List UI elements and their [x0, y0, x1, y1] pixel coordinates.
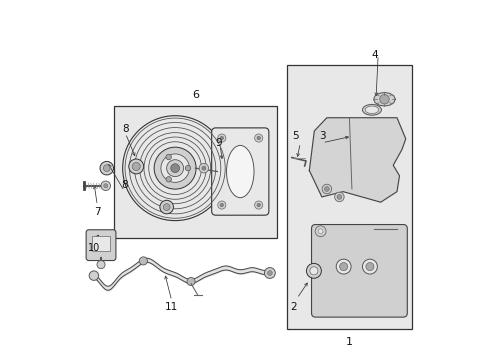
Polygon shape [373, 93, 394, 106]
Text: 8: 8 [121, 180, 127, 190]
Circle shape [160, 200, 173, 214]
Circle shape [217, 201, 225, 209]
Circle shape [336, 259, 350, 274]
Text: 8: 8 [122, 124, 128, 134]
FancyBboxPatch shape [211, 128, 268, 215]
Bar [114, 105, 276, 238]
Circle shape [132, 162, 140, 171]
Bar [286, 65, 411, 329]
Text: 7: 7 [94, 207, 101, 217]
Circle shape [336, 194, 341, 199]
Circle shape [103, 165, 110, 171]
Circle shape [220, 136, 223, 140]
Text: 1: 1 [345, 337, 352, 347]
Circle shape [185, 166, 190, 171]
Circle shape [139, 257, 147, 265]
Circle shape [254, 134, 262, 142]
Circle shape [165, 177, 171, 182]
Circle shape [89, 271, 99, 280]
Text: 10: 10 [88, 243, 100, 253]
Circle shape [128, 159, 143, 174]
Circle shape [166, 160, 183, 177]
Text: 6: 6 [191, 90, 199, 100]
Circle shape [161, 154, 189, 183]
Circle shape [334, 192, 344, 202]
Circle shape [97, 261, 105, 269]
Circle shape [217, 134, 225, 142]
Circle shape [220, 203, 223, 207]
Ellipse shape [226, 145, 253, 198]
Circle shape [199, 163, 208, 173]
Circle shape [202, 166, 205, 170]
Circle shape [170, 164, 179, 172]
Circle shape [379, 95, 388, 104]
Ellipse shape [365, 106, 378, 113]
Text: 2: 2 [290, 302, 296, 312]
Text: 9: 9 [215, 138, 222, 148]
Circle shape [122, 116, 227, 221]
Circle shape [186, 278, 195, 285]
Circle shape [267, 271, 272, 275]
Circle shape [257, 203, 260, 207]
Polygon shape [309, 118, 405, 202]
Circle shape [165, 154, 171, 160]
Circle shape [163, 204, 170, 211]
FancyBboxPatch shape [311, 225, 407, 317]
Circle shape [254, 201, 262, 209]
Circle shape [322, 184, 331, 194]
Text: 3: 3 [318, 131, 325, 141]
FancyBboxPatch shape [86, 230, 116, 261]
Circle shape [324, 186, 328, 192]
Circle shape [318, 229, 322, 234]
Text: 5: 5 [291, 131, 298, 141]
Circle shape [100, 161, 113, 175]
Circle shape [315, 226, 325, 237]
Circle shape [362, 259, 377, 274]
Circle shape [257, 136, 260, 140]
Circle shape [264, 267, 275, 278]
Text: 4: 4 [371, 50, 377, 60]
Circle shape [365, 262, 373, 271]
Circle shape [154, 147, 196, 189]
Circle shape [103, 184, 107, 188]
Circle shape [306, 264, 321, 278]
Text: 11: 11 [165, 302, 178, 312]
Bar [92, 236, 110, 251]
Circle shape [101, 181, 110, 190]
Circle shape [339, 262, 347, 271]
Ellipse shape [362, 104, 381, 115]
Circle shape [309, 267, 317, 275]
